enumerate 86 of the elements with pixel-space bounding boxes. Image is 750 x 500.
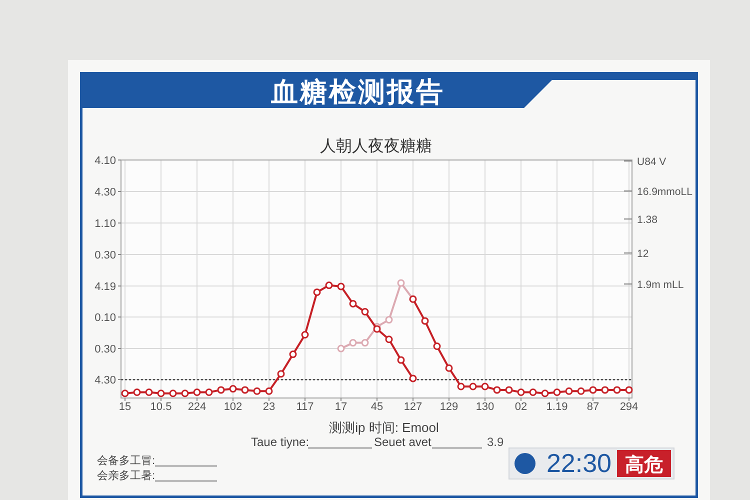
point [361,308,369,316]
text: 4.10 [94,155,116,167]
point [541,390,549,398]
point [565,387,573,395]
x-tick-label: 130 [476,401,494,413]
text: Taue tiyne: [251,435,310,449]
point [181,390,189,398]
chart-title: 血糖检测报告 [270,77,445,107]
x-tick-label: 129 [440,401,458,413]
text: 4.19 [94,281,116,293]
point [241,386,249,394]
x-tick-label: 224 [188,401,206,413]
point [397,279,405,287]
point [349,300,357,308]
text: 0.30 [94,344,116,356]
point [301,331,309,338]
chart-subtitle: 人朝人夜夜糖糖 [320,137,432,155]
point [505,386,513,394]
point [289,350,297,358]
point [445,364,453,372]
point [385,336,393,344]
point [313,288,321,296]
point [277,370,285,378]
x-tick-label: 127 [404,401,422,413]
point [385,316,393,324]
point [217,386,225,394]
x-tick-label: 45 [370,401,384,413]
point [337,344,345,352]
point [205,388,213,396]
text: Seuet avet [374,435,432,449]
text: 0.10 [94,312,116,324]
x-axis-title: 测测ip 时间: Emool [329,420,440,435]
point [397,356,405,364]
text: 会备多工冒: [97,455,156,467]
x-tick-label: 117 [296,401,314,413]
point [193,388,201,396]
point [121,390,129,398]
point [145,388,153,396]
point [601,386,609,394]
x-tick-label: 87 [586,401,600,413]
point [613,386,621,394]
point [265,387,273,395]
text: 16.9mmoLL [637,186,693,198]
point [577,387,585,395]
text: U84 V [637,156,666,168]
point [409,374,417,382]
text: 0.30 [94,250,116,262]
text: 高危 [625,454,663,476]
x-tick-label: 102 [224,401,242,413]
x-tick-label: 1.19 [546,401,568,413]
point [421,317,429,325]
point [373,325,381,333]
text: 22:30 [546,448,612,478]
x-tick-label: 15 [118,401,132,413]
point [361,339,369,347]
text: 1.9m mLL [637,279,684,291]
point [349,339,357,347]
x-tick-label: 10.5 [150,401,172,413]
point [481,382,489,390]
point [469,382,477,390]
point [325,282,333,290]
point [157,390,165,398]
point [337,282,345,290]
text: 12 [637,248,649,260]
point [229,385,237,393]
point [457,382,465,390]
text: 3.9 [487,435,504,449]
point [553,388,561,396]
text: 4.30 [94,374,116,386]
point [253,387,261,395]
point [517,388,525,396]
point [133,388,141,396]
x-tick-label: 23 [262,401,276,413]
x-tick-label: 17 [334,401,348,413]
x-tick-label: 294 [620,401,638,413]
text: 1.10 [94,218,116,230]
point [433,342,441,350]
x-tick-label: 02 [514,401,528,413]
point [169,390,177,398]
point [493,386,501,394]
point [529,388,537,396]
point [625,386,633,394]
text: 4.30 [94,186,116,198]
text: 1.38 [637,214,658,226]
text: 会亲多工暑: [97,469,156,482]
point [589,386,597,394]
